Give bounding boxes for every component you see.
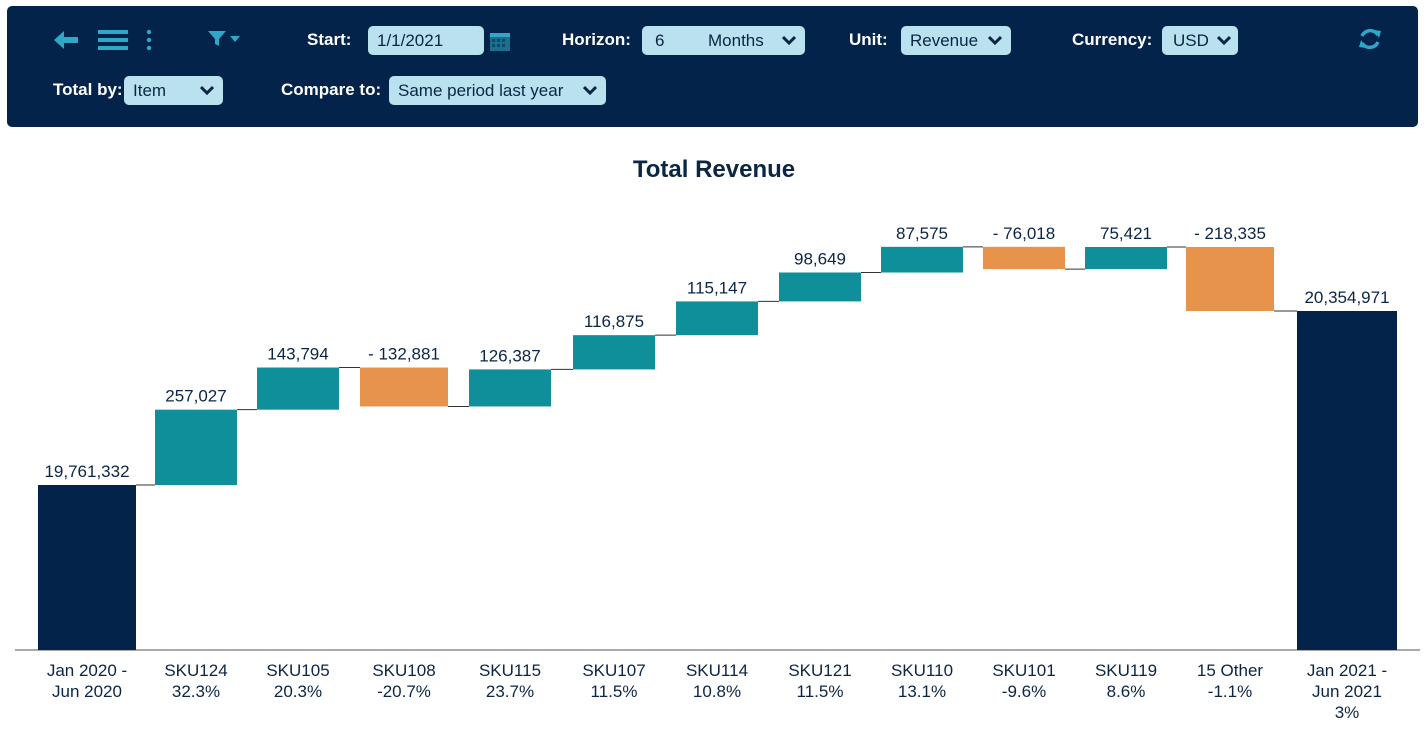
x-tick-label: SKU114 (686, 661, 748, 680)
x-tick-label: 13.1% (898, 682, 946, 701)
chevron-down-icon (988, 35, 1002, 46)
data-label: - 218,335 (1194, 224, 1266, 243)
x-tick-label: 32.3% (172, 682, 220, 701)
x-tick-label: 20.3% (274, 682, 322, 701)
unit-value: Revenue (910, 31, 979, 50)
currency-dropdown[interactable]: USD (1162, 26, 1238, 55)
currency-value: USD (1173, 31, 1209, 50)
x-tick-label: -1.1% (1208, 682, 1252, 701)
chevron-down-icon (583, 85, 597, 96)
data-label: 19,761,332 (44, 462, 129, 481)
bar-delta-3 (360, 367, 448, 407)
data-label: 20,354,971 (1304, 288, 1389, 307)
x-tick-label: SKU119 (1095, 661, 1157, 680)
chevron-down-icon (782, 35, 796, 46)
x-tick-label: 15 Other (1197, 661, 1263, 680)
bar-delta-10 (1085, 247, 1167, 270)
x-tick-label: -9.6% (1002, 682, 1046, 701)
x-tick-label: 11.5% (797, 682, 844, 701)
x-tick-label: 23.7% (486, 682, 534, 701)
x-tick-label: Jan 2020 - (47, 661, 127, 680)
refresh-icon[interactable] (1357, 26, 1383, 52)
toolbar: Start: 1/1/2021 Horizon: 6 Months Unit: … (7, 6, 1418, 127)
filter-icon[interactable] (206, 30, 242, 48)
bar-total-0 (38, 485, 136, 650)
bar-delta-4 (469, 369, 551, 407)
more-vertical-icon[interactable] (145, 29, 153, 51)
data-label: 87,575 (896, 224, 948, 243)
bar-delta-11 (1186, 247, 1274, 311)
x-tick-label: SKU105 (266, 661, 329, 680)
horizon-dropdown[interactable]: 6 Months (642, 26, 805, 55)
data-label: - 132,881 (368, 345, 440, 364)
data-label: 116,875 (584, 312, 644, 331)
bar-delta-9 (983, 246, 1065, 270)
x-tick-label: SKU124 (164, 661, 227, 680)
x-tick-label: Jan 2021 - (1307, 661, 1387, 680)
data-label: 126,387 (479, 346, 540, 365)
total-by-value: Item (133, 81, 167, 100)
x-tick-label: SKU115 (479, 661, 541, 680)
horizon-unit: Months (708, 31, 764, 50)
x-tick-label: 11.5% (591, 682, 638, 701)
x-tick-label: 8.6% (1107, 682, 1146, 701)
bar-delta-1 (155, 409, 237, 485)
chevron-down-icon (1217, 35, 1231, 46)
start-date-input[interactable]: 1/1/2021 (368, 26, 484, 55)
compare-to-label: Compare to: (281, 80, 382, 99)
bar-delta-8 (881, 246, 963, 273)
data-label: 257,027 (165, 387, 226, 406)
start-label: Start: (307, 30, 352, 49)
x-tick-label: 10.8% (693, 682, 741, 701)
horizon-label: Horizon: (562, 30, 631, 49)
unit-label: Unit: (849, 30, 888, 49)
x-tick-label: SKU101 (992, 661, 1055, 680)
data-label: 98,649 (794, 249, 846, 268)
data-label: 143,794 (267, 345, 328, 364)
menu-icon[interactable] (98, 29, 128, 51)
data-label: 115,147 (687, 278, 747, 297)
bar-delta-2 (257, 367, 339, 410)
total-by-label: Total by: (53, 80, 123, 99)
x-tick-label: SKU108 (372, 661, 435, 680)
bar-total-12 (1297, 311, 1397, 650)
x-tick-label: Jun 2021 (1312, 682, 1382, 701)
x-tick-label: Jun 2020 (52, 682, 122, 701)
x-tick-label: -20.7% (377, 682, 431, 701)
bar-delta-7 (779, 272, 861, 302)
data-label: - 76,018 (993, 224, 1055, 243)
x-tick-label: SKU110 (891, 661, 953, 680)
x-tick-label: SKU121 (788, 661, 851, 680)
total-by-dropdown[interactable]: Item (124, 76, 223, 105)
x-tick-label: 3% (1335, 703, 1360, 722)
calendar-icon[interactable] (489, 31, 511, 52)
compare-to-value: Same period last year (398, 81, 564, 100)
compare-to-dropdown[interactable]: Same period last year (389, 76, 606, 105)
unit-dropdown[interactable]: Revenue (901, 26, 1011, 55)
data-label: 75,421 (1100, 224, 1152, 243)
horizon-count: 6 (655, 31, 665, 50)
x-tick-label: SKU107 (582, 661, 645, 680)
start-date-value: 1/1/2021 (377, 31, 444, 50)
chevron-down-icon (200, 85, 214, 96)
bar-delta-5 (573, 335, 655, 370)
currency-label: Currency: (1072, 30, 1153, 49)
chart-title: Total Revenue (632, 156, 796, 183)
bar-delta-6 (676, 301, 758, 336)
back-arrow-icon[interactable] (52, 28, 80, 52)
